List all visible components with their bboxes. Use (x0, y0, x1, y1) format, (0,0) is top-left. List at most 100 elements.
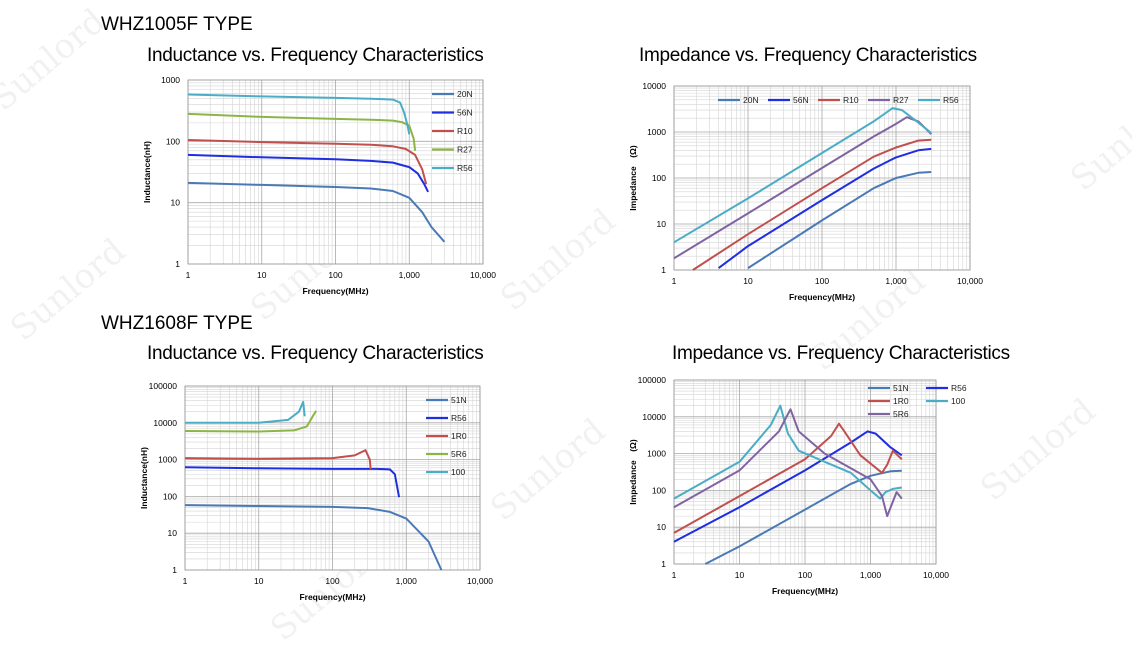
y-tick-label: 10 (168, 528, 178, 538)
chart-1005-inductance: 1 10 100 1,000 10,000 1 10 100 1000 Frequency(MHz… (142, 75, 496, 296)
legend-label-56n: 56N (793, 95, 809, 105)
x-tick-label: 100 (798, 570, 812, 580)
y-tick-label: 1 (661, 265, 666, 275)
y-axis-title: Inductance(nH) (139, 447, 149, 509)
chart-title-1608-inductance: Inductance vs. Frequency Characteristics (147, 343, 484, 364)
watermark: Sunlord (0, 0, 114, 120)
y-tick-label: 10 (171, 198, 181, 208)
watermark: Sunlord (493, 200, 624, 320)
series-line-5r6 (184, 410, 317, 433)
x-tick-label: 10,000 (470, 270, 496, 280)
x-tick-label: 1 (183, 576, 188, 586)
y-axis-title: Impedance (Ω) (628, 145, 638, 211)
section-title-whz1608f: WHZ1608F TYPE (101, 313, 253, 334)
chart-title-1005-impedance: Impedance vs. Frequency Characteristics (639, 45, 977, 66)
legend: 51N R56 1R0 100 5R6 (868, 383, 967, 419)
x-tick-label: 100 (325, 576, 339, 586)
y-tick-label: 10000 (642, 81, 666, 91)
y-tick-label: 1 (661, 559, 666, 569)
legend-label-1r0: 1R0 (893, 396, 909, 406)
legend-label-51n: 51N (893, 383, 909, 393)
x-tick-label: 1 (672, 570, 677, 580)
legend: 51N R56 1R0 5R6 100 (426, 395, 467, 477)
chart-1608-impedance: 1 10 100 1,000 10,000 1 10 100 1000 10000 100000 Fr… (628, 375, 967, 596)
series-line-1r0 (184, 449, 372, 470)
legend-label-r10: R10 (457, 126, 473, 136)
legend-label-100: 100 (451, 467, 465, 477)
series-line-r56 (184, 466, 401, 498)
legend-label-20n: 20N (743, 95, 759, 105)
legend: 20N 56N R10 R27 R56 (718, 95, 959, 105)
x-tick-label: 100 (328, 270, 342, 280)
y-tick-label: 100 (166, 136, 180, 146)
y-tick-label: 10000 (153, 418, 177, 428)
series-line-r56 (673, 430, 903, 543)
chart-title-1005-inductance: Inductance vs. Frequency Characteristics (147, 45, 484, 66)
x-tick-label: 10 (257, 270, 267, 280)
legend-label-r56: R56 (951, 383, 967, 393)
y-tick-label: 100 (163, 491, 177, 501)
series-line-20n (747, 171, 932, 269)
legend-label-5r6: 5R6 (893, 409, 909, 419)
legend-label-r27: R27 (457, 145, 473, 155)
y-tick-label: 10000 (642, 412, 666, 422)
watermark: Sunlord (973, 390, 1104, 510)
y-axis-title: Impedance (Ω) (628, 439, 638, 505)
gridlines (187, 79, 484, 265)
y-tick-label: 100 (652, 485, 666, 495)
x-tick-label: 1,000 (885, 276, 907, 286)
series-line-100 (673, 404, 902, 500)
watermark: Sunlord (483, 410, 614, 530)
series-line-56n (718, 147, 932, 269)
y-tick-label: 1000 (161, 75, 180, 85)
y-tick-label: 100000 (149, 381, 178, 391)
x-axis-title: Frequency(MHz) (302, 286, 368, 296)
y-tick-label: 1000 (647, 449, 666, 459)
y-tick-label: 1 (175, 259, 180, 269)
series-line-r27 (187, 112, 417, 151)
series-line-100 (185, 400, 306, 424)
x-axis-title: Frequency(MHz) (772, 586, 838, 596)
legend-label-r56: R56 (457, 163, 473, 173)
y-tick-label: 10 (657, 522, 667, 532)
y-tick-label: 100000 (638, 375, 667, 385)
legend-label-5r6: 5R6 (451, 449, 467, 459)
chart-1608-inductance: 1 10 100 1,000 10,000 1 10 100 1000 10000 100000 Fr… (139, 381, 493, 602)
y-tick-label: 1000 (158, 455, 177, 465)
y-tick-label: 1000 (647, 127, 666, 137)
x-tick-label: 1 (672, 276, 677, 286)
series-line-56n (187, 153, 429, 193)
y-tick-label: 1 (172, 565, 177, 575)
series-line-r10 (692, 138, 932, 271)
watermark: Sunlord (1063, 80, 1132, 200)
series-line-5r6 (673, 408, 903, 518)
x-axis-title: Frequency(MHz) (299, 592, 365, 602)
legend-label-51n: 51N (451, 395, 467, 405)
chart-1005-impedance: 1 10 100 1,000 10,000 1 10 100 1000 10000 Frequenc… (628, 81, 983, 302)
series-line-r56 (673, 107, 932, 244)
x-tick-label: 10 (735, 570, 745, 580)
x-tick-label: 100 (815, 276, 829, 286)
x-tick-label: 10 (743, 276, 753, 286)
legend-label-20n: 20N (457, 89, 473, 99)
legend-label-r27: R27 (893, 95, 909, 105)
legend-label-r56: R56 (451, 413, 467, 423)
series-line-r10 (187, 139, 428, 185)
section-title-whz1005f: WHZ1005F TYPE (101, 14, 253, 35)
legend-label-1r0: 1R0 (451, 431, 467, 441)
legend-label-r10: R10 (843, 95, 859, 105)
legend: 20N 56N R10 R27 R56 (432, 89, 473, 173)
legend-label-r56: R56 (943, 95, 959, 105)
x-axis-title: Frequency(MHz) (789, 292, 855, 302)
chart-title-1608-impedance: Impedance vs. Frequency Characteristics (672, 343, 1010, 364)
series-line-51n (704, 469, 902, 565)
legend-label-56n: 56N (457, 108, 473, 118)
y-axis-title: Inductance(nH) (142, 141, 152, 203)
x-tick-label: 10 (254, 576, 264, 586)
y-tick-label: 10 (657, 219, 667, 229)
series-line-1r0 (673, 422, 903, 534)
x-tick-label: 1,000 (399, 270, 421, 280)
x-tick-label: 10,000 (467, 576, 493, 586)
x-tick-label: 1,000 (860, 570, 882, 580)
series-line-20n (187, 181, 446, 243)
